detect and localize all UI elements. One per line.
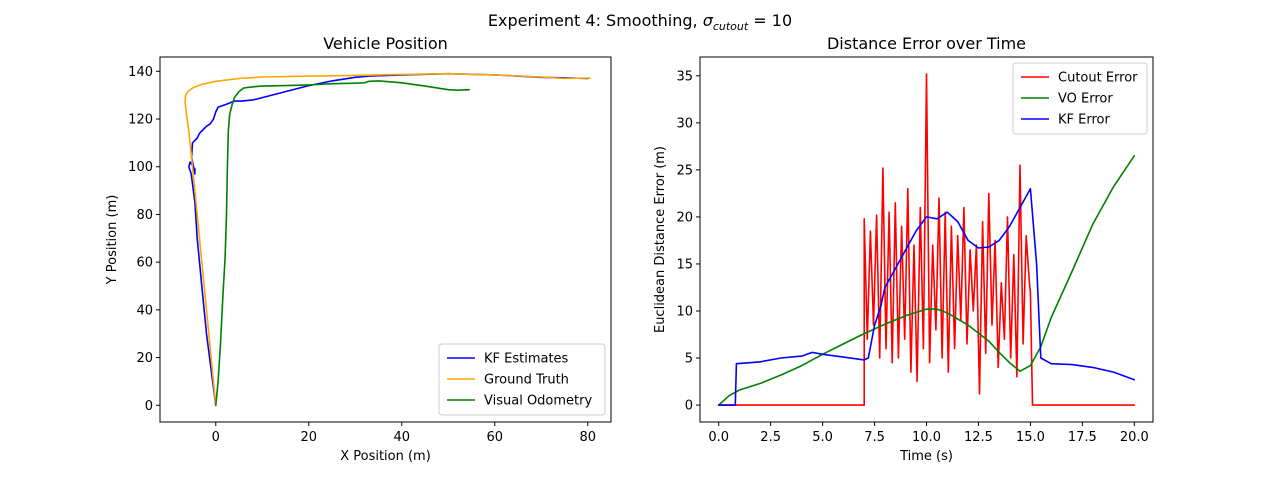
y-tick-label: 15 [676, 257, 693, 272]
x-axis-label: X Position (m) [340, 449, 431, 464]
y-tick-label: 0 [145, 399, 153, 414]
x-tick-label: 40 [393, 430, 410, 445]
x-tick-label: 5.0 [812, 430, 833, 445]
series-line-kf-error [717, 187, 1136, 406]
series-group [717, 73, 1136, 406]
axes-title: Distance Error over Time [827, 34, 1026, 53]
legend-label-kf-estimates: KF Estimates [484, 352, 569, 367]
y-tick-label: 5 [685, 352, 693, 367]
legend-label-vo-error: VO Error [1058, 92, 1113, 107]
x-tick-label: 0 [212, 430, 220, 445]
legend-box [438, 343, 606, 416]
series-line-ground-truth [184, 72, 591, 407]
x-tick-label: 15.0 [1016, 430, 1045, 445]
x-tick-label: 12.5 [964, 430, 993, 445]
y-tick-label: 30 [676, 116, 693, 131]
series-line-visual-odometry [215, 80, 471, 407]
legend-label-cutout-error: Cutout Error [1058, 71, 1138, 86]
y-tick-label: 140 [128, 65, 153, 80]
y-tick-label: 100 [128, 160, 153, 175]
y-tick-label: 60 [136, 256, 153, 271]
x-tick-label: 7.5 [864, 430, 885, 445]
x-tick-label: 20.0 [1120, 430, 1149, 445]
x-tick-label: 10.0 [912, 430, 941, 445]
y-tick-label: 120 [128, 113, 153, 128]
figure-suptitle: Experiment 4: Smoothing, σcutout = 10 [488, 11, 792, 33]
x-tick-label: 0.0 [708, 430, 729, 445]
y-tick-label: 80 [136, 208, 153, 223]
series-group [184, 72, 591, 407]
legend-label-kf-error: KF Error [1058, 113, 1110, 128]
legend: Cutout Error VO Error KF Error [1012, 62, 1148, 135]
y-axis-label: Y Position (m) [105, 195, 120, 286]
y-tick-label: 0 [685, 399, 693, 414]
legend: KF Estimates Ground Truth Visual Odometry [438, 343, 606, 416]
legend-label-visual-odometry: Visual Odometry [484, 394, 592, 409]
y-tick-label: 35 [676, 69, 693, 84]
x-axis-label: Time (s) [899, 449, 953, 464]
y-axis-label: Euclidean Distance Error (m) [653, 146, 668, 333]
x-tick-label: 2.5 [760, 430, 781, 445]
legend-label-ground-truth: Ground Truth [484, 373, 569, 388]
series-line-kf-estimates [188, 72, 589, 407]
chart-vehicle-position: Vehicle Position 0 20 40 60 80 0 20 40 60 80 100 120… [105, 34, 612, 464]
legend-box [1012, 62, 1148, 135]
y-tick-label: 20 [676, 210, 693, 225]
axes-frame [159, 56, 612, 423]
series-line-cutout-error [717, 73, 1136, 406]
x-tick-label: 20 [301, 430, 318, 445]
series-line-vo-error [717, 155, 1136, 406]
x-tick-label: 17.5 [1068, 430, 1097, 445]
y-tick-label: 10 [676, 304, 693, 319]
y-tick-label: 25 [676, 163, 693, 178]
y-tick-label: 40 [136, 303, 153, 318]
axes-title: Vehicle Position [323, 34, 448, 53]
y-tick-label: 20 [136, 351, 153, 366]
x-tick-label: 60 [486, 430, 503, 445]
x-tick-label: 80 [579, 430, 596, 445]
chart-distance-error: Distance Error over Time 0.0 2.5 5.0 7.5 10.0… [653, 34, 1154, 464]
